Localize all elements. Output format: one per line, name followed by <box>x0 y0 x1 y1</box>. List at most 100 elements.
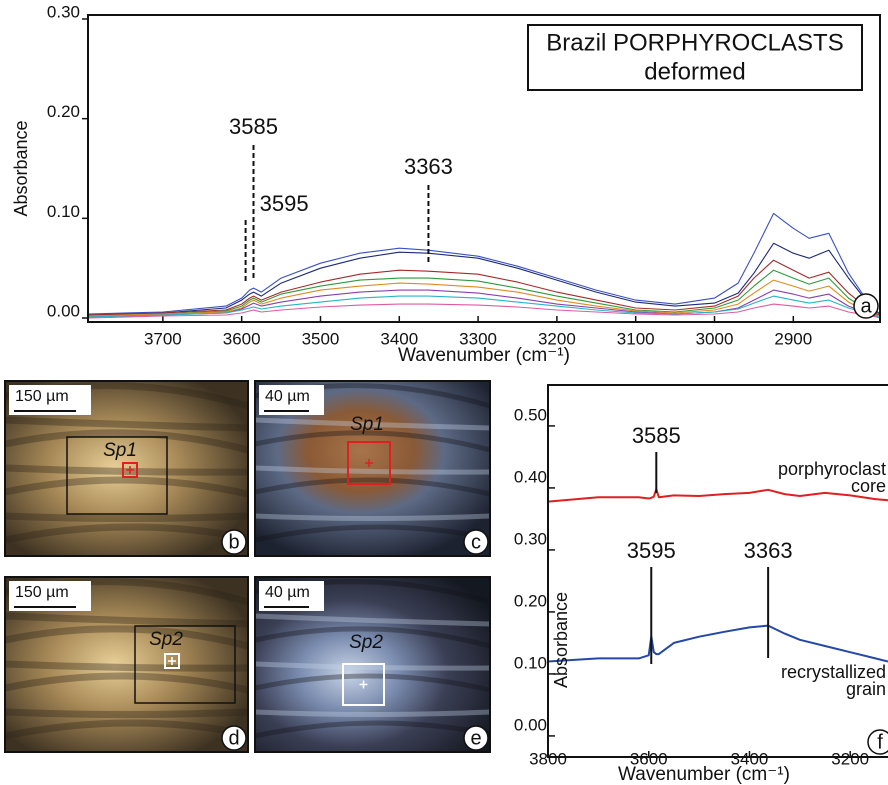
texture <box>4 416 249 432</box>
spectrum-line <box>88 289 880 318</box>
x-tick-label: 3800 <box>529 749 567 768</box>
texture <box>254 626 491 649</box>
spot-cross <box>168 657 176 665</box>
x-tick-label: 3600 <box>223 329 261 348</box>
y-tick-label: 0.50 <box>514 405 547 424</box>
spectrum-line <box>88 269 880 317</box>
panel-letter-circle <box>463 529 489 555</box>
scale-bar-label: 150 µm <box>15 388 69 405</box>
y-tick-label: 0.20 <box>47 102 80 121</box>
texture <box>4 612 249 628</box>
x-axis-label: Wavenumber (cm⁻¹) <box>618 764 790 785</box>
y-tick-label: 0.20 <box>514 591 547 610</box>
peak-label: 3363 <box>404 154 453 179</box>
texture <box>4 464 249 476</box>
spot-cross <box>365 459 373 467</box>
texture <box>4 429 249 454</box>
panel-letter-circle <box>221 725 247 751</box>
panel-letter: b <box>228 531 239 553</box>
peak-label: 3363 <box>744 538 793 563</box>
spectrum-line <box>88 303 880 319</box>
panel-letter: e <box>470 727 481 749</box>
y-axis-label: Absorbance <box>11 120 31 216</box>
micrograph-frame <box>254 576 491 753</box>
x-tick-label: 3400 <box>731 749 769 768</box>
series-label: porphyroclast core <box>778 459 886 496</box>
x-tick-label: 3300 <box>459 329 497 348</box>
scale-bar-label: 40 µm <box>265 584 310 601</box>
texture <box>4 672 249 694</box>
texture <box>4 719 249 740</box>
spot-cross <box>359 680 368 689</box>
y-tick-label: 0.30 <box>514 529 547 548</box>
texture <box>4 708 249 718</box>
x-tick-label: 3200 <box>538 329 576 348</box>
panel-letter: d <box>228 727 239 749</box>
x-axis-label: Wavenumber (cm⁻¹) <box>398 345 570 366</box>
texture <box>254 673 491 693</box>
x-tick-label: 2900 <box>774 329 812 348</box>
chart-subtitle: deformed <box>644 58 745 85</box>
panel-letter: a <box>860 295 872 317</box>
panel-letter: f <box>877 731 883 753</box>
texture <box>254 524 491 543</box>
spot-box <box>342 663 385 706</box>
peak-label: 3585 <box>632 423 681 448</box>
series-label: recrystallized grain <box>781 662 886 699</box>
y-tick-label: 0.00 <box>47 301 80 320</box>
texture <box>254 613 491 627</box>
panel-letter-circle <box>221 529 247 555</box>
texture <box>4 512 249 522</box>
panel-letter-circle <box>463 725 489 751</box>
x-tick-label: 3200 <box>831 749 869 768</box>
peak-label: 3595 <box>260 191 309 216</box>
x-tick-label: 3400 <box>380 329 418 348</box>
texture <box>254 709 491 717</box>
x-tick-label: 3500 <box>302 329 340 348</box>
micrograph: 40 µm Sp2 e <box>254 576 491 753</box>
micrograph: 40 µm Sp1 c <box>254 380 491 557</box>
texture <box>4 476 249 498</box>
micrograph: 150 µm Sp1 b <box>4 380 249 557</box>
y-tick-label: 0.10 <box>514 653 547 672</box>
spectrum-line <box>88 259 880 316</box>
x-tick-label: 3000 <box>696 329 734 348</box>
texture <box>4 523 249 544</box>
peak-label: 3585 <box>229 114 278 139</box>
micrograph-frame <box>4 576 249 753</box>
texture <box>254 661 491 671</box>
scale-bar-label: 40 µm <box>265 388 310 405</box>
texture <box>254 720 491 739</box>
region-box <box>66 436 168 515</box>
texture <box>254 417 491 431</box>
y-axis-label: Absorbance <box>551 592 571 688</box>
region-box <box>134 625 236 704</box>
plot-frame <box>87 14 881 323</box>
x-tick-label: 3100 <box>617 329 655 348</box>
spot-box <box>122 462 138 478</box>
micrograph-frame <box>4 380 249 557</box>
x-tick-label: 3600 <box>630 749 668 768</box>
micrograph-frame <box>254 380 491 557</box>
spectrum-line <box>88 295 880 318</box>
panel-letter-circle <box>853 293 879 319</box>
texture <box>254 430 491 453</box>
texture <box>254 513 491 521</box>
texture <box>254 465 491 475</box>
texture <box>4 660 249 672</box>
x-tick-label: 3700 <box>144 329 182 348</box>
texture <box>254 477 491 497</box>
y-tick-label: 0.30 <box>47 2 80 21</box>
spot-label: Sp2 <box>149 629 183 650</box>
y-tick-label: 0.00 <box>514 715 547 734</box>
micrograph: 150 µm Sp2 d <box>4 576 249 753</box>
spectrum-line <box>88 279 880 317</box>
spot-label: Sp1 <box>350 414 384 435</box>
spot-label: Sp2 <box>349 632 383 653</box>
spectrum-line <box>548 488 888 503</box>
texture <box>4 625 249 650</box>
spectrum-line <box>88 212 880 315</box>
spectrum-line <box>548 624 888 663</box>
panel-letter: c <box>471 531 481 553</box>
